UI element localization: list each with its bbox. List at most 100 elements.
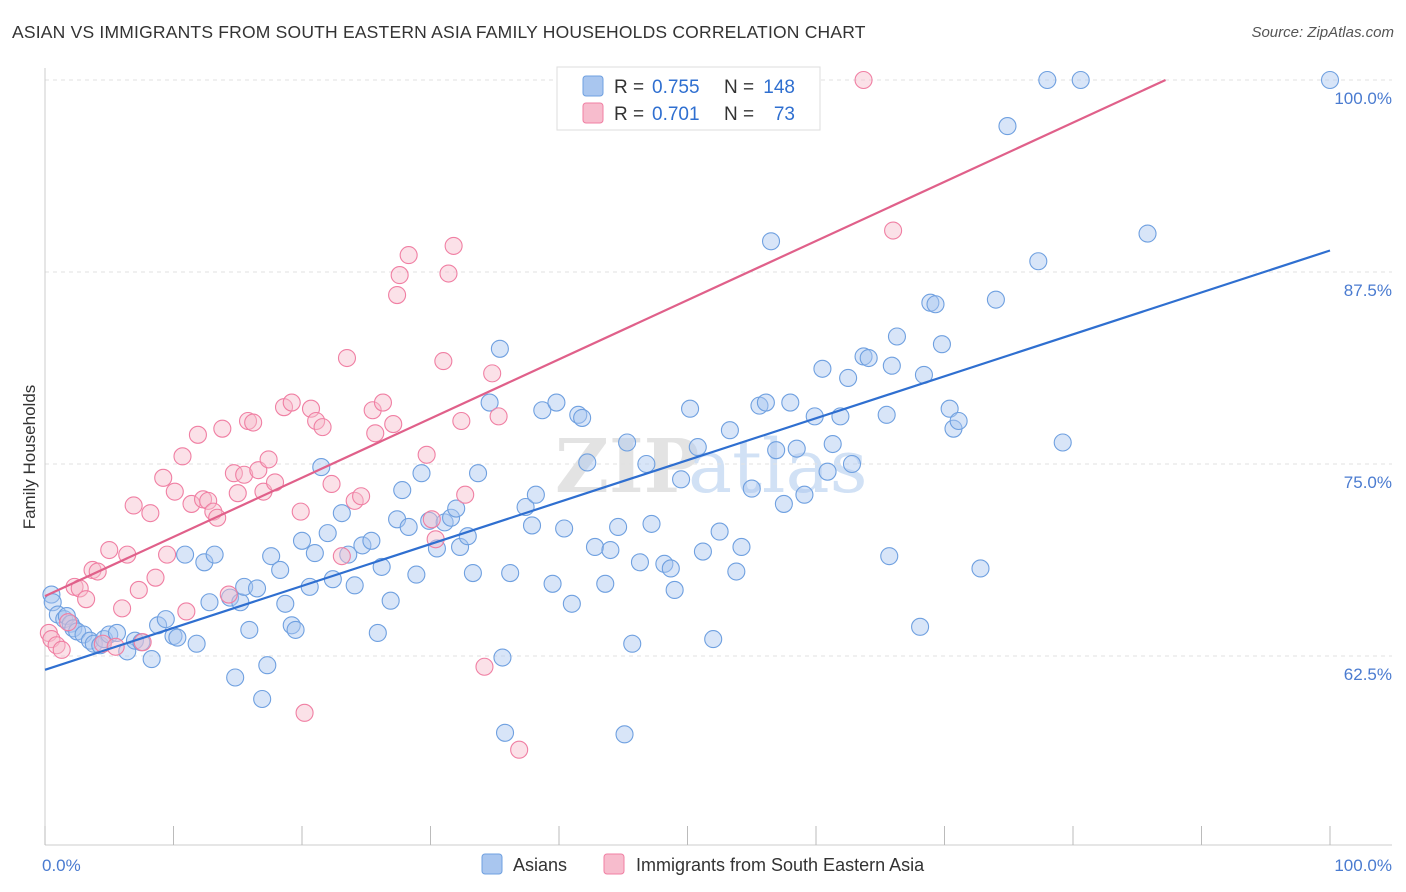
asians-point-99 xyxy=(681,399,700,418)
stats-legend-n-label-asians: N = xyxy=(724,77,754,98)
immigrants-point-69 xyxy=(475,657,494,676)
asians-point-110 xyxy=(761,232,781,251)
immigrants-point-32 xyxy=(219,585,238,604)
stats-legend-r-label-immigrants: R = xyxy=(614,104,644,125)
asians-point-101 xyxy=(693,542,712,561)
asians-point-124 xyxy=(859,348,878,368)
legend-swatch-asians xyxy=(481,853,503,875)
series-immigrants-points xyxy=(39,70,903,759)
asians-point-69 xyxy=(480,393,499,412)
asians-point-34 xyxy=(253,689,272,709)
asians-point-115 xyxy=(795,485,814,504)
asians-point-81 xyxy=(562,594,581,613)
immigrants-point-35 xyxy=(235,465,254,484)
immigrants-point-67 xyxy=(452,411,471,431)
immigrants-point-40 xyxy=(259,450,278,469)
asians-point-67 xyxy=(463,564,482,583)
asians-point-132 xyxy=(926,295,945,314)
trend-lines xyxy=(44,79,1331,671)
series-asians-points xyxy=(42,70,1340,744)
asians-point-109 xyxy=(756,393,775,412)
stats-legend: R = 0.755 N = 148 R = 0.701 N = 73 xyxy=(556,66,821,131)
asians-point-72 xyxy=(495,723,515,742)
immigrants-point-64 xyxy=(434,352,453,371)
asians-point-14 xyxy=(107,623,127,643)
asians-point-102 xyxy=(704,630,723,649)
immigrants-point-50 xyxy=(332,547,351,566)
asians-point-58 xyxy=(407,565,426,584)
series-legend: Asians Immigrants from South Eastern Asi… xyxy=(481,853,925,875)
asians-point-121 xyxy=(839,368,858,388)
asians-point-24 xyxy=(187,634,206,653)
immigrants-point-26 xyxy=(188,425,207,444)
asians-point-73 xyxy=(501,564,520,583)
asians-point-127 xyxy=(882,356,901,375)
asians-point-112 xyxy=(774,494,793,513)
stats-legend-swatch-immigrants xyxy=(582,102,604,124)
asians-point-47 xyxy=(332,504,351,523)
asians-point-140 xyxy=(1029,252,1048,271)
immigrants-point-34 xyxy=(228,484,247,503)
x-tick-labels: 0.0% 100.0% xyxy=(42,856,1392,875)
immigrants-point-16 xyxy=(129,580,148,600)
immigrants-point-11 xyxy=(100,540,119,560)
asians-point-35 xyxy=(258,656,277,675)
asians-point-83 xyxy=(573,408,592,427)
immigrants-point-3 xyxy=(52,640,71,659)
asians-point-45 xyxy=(318,524,337,543)
immigrants-point-31 xyxy=(213,419,232,438)
asians-point-66 xyxy=(458,527,477,546)
asians-point-29 xyxy=(226,668,245,687)
asians-point-27 xyxy=(205,545,224,564)
asians-point-94 xyxy=(642,514,661,533)
asians-point-93 xyxy=(637,454,656,474)
legend-label-immigrants: Immigrants from South Eastern Asia xyxy=(636,855,925,875)
asians-point-50 xyxy=(353,536,372,555)
y-tick-label-3: 62.5% xyxy=(1344,665,1392,684)
asians-point-32 xyxy=(240,620,259,639)
asians-point-96 xyxy=(661,559,680,578)
watermark-atlas: atlas xyxy=(688,424,868,510)
y-tick-labels: 100.0% 87.5% 75.0% 62.5% xyxy=(1334,89,1392,684)
immigrants-point-66 xyxy=(444,236,463,255)
immigrants-point-24 xyxy=(177,602,196,621)
asians-point-54 xyxy=(381,591,400,610)
asians-point-40 xyxy=(286,620,305,639)
asians-point-125 xyxy=(877,405,896,424)
immigrants-point-71 xyxy=(489,407,508,426)
x-ticks xyxy=(44,826,1331,845)
asians-point-133 xyxy=(932,335,951,354)
stats-legend-r-label-asians: R = xyxy=(614,77,644,98)
asians-point-64 xyxy=(447,499,466,518)
asians-point-26 xyxy=(200,593,219,612)
asians-point-68 xyxy=(468,464,488,483)
immigrants-point-68 xyxy=(456,485,475,504)
asians-point-56 xyxy=(393,481,412,500)
asians-point-80 xyxy=(555,519,574,538)
immigrants-point-18 xyxy=(141,504,160,523)
stats-legend-n-label-immigrants: N = xyxy=(724,104,754,125)
asians-point-41 xyxy=(292,531,312,550)
asians-point-134 xyxy=(940,399,959,418)
asians-point-71 xyxy=(493,648,512,667)
immigrants-point-62 xyxy=(422,510,441,529)
asians-point-113 xyxy=(781,393,800,412)
asians-point-23 xyxy=(176,545,195,564)
asians-point-70 xyxy=(490,339,509,358)
immigrants-point-70 xyxy=(483,364,502,383)
x-tick-label-1: 100.0% xyxy=(1334,856,1392,875)
immigrants-point-20 xyxy=(154,468,173,487)
asians-trend-line xyxy=(44,249,1331,671)
chart-title: ASIAN VS IMMIGRANTS FROM SOUTH EASTERN A… xyxy=(12,22,866,42)
asians-point-128 xyxy=(887,327,907,346)
grid xyxy=(45,79,1392,657)
asians-point-118 xyxy=(818,462,837,481)
legend-label-asians: Asians xyxy=(513,855,567,875)
source-label: Source: ZipAtlas.com xyxy=(1251,24,1394,41)
asians-point-126 xyxy=(880,547,899,566)
asians-point-90 xyxy=(618,433,637,452)
asians-point-49 xyxy=(345,576,364,595)
asians-point-138 xyxy=(986,290,1005,309)
asians-point-84 xyxy=(578,453,597,472)
asians-point-38 xyxy=(276,594,295,613)
